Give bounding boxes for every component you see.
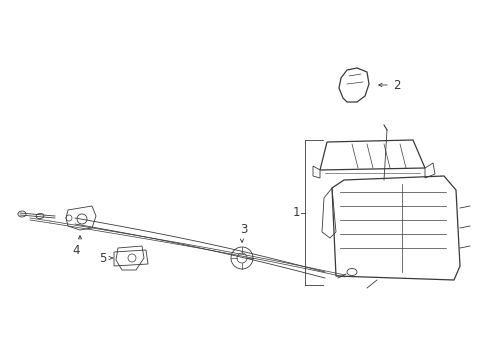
Text: 4: 4 [72,244,80,257]
Text: 1: 1 [292,206,299,219]
Text: 2: 2 [392,78,400,91]
Text: 5: 5 [99,252,106,265]
Text: 3: 3 [240,223,247,236]
